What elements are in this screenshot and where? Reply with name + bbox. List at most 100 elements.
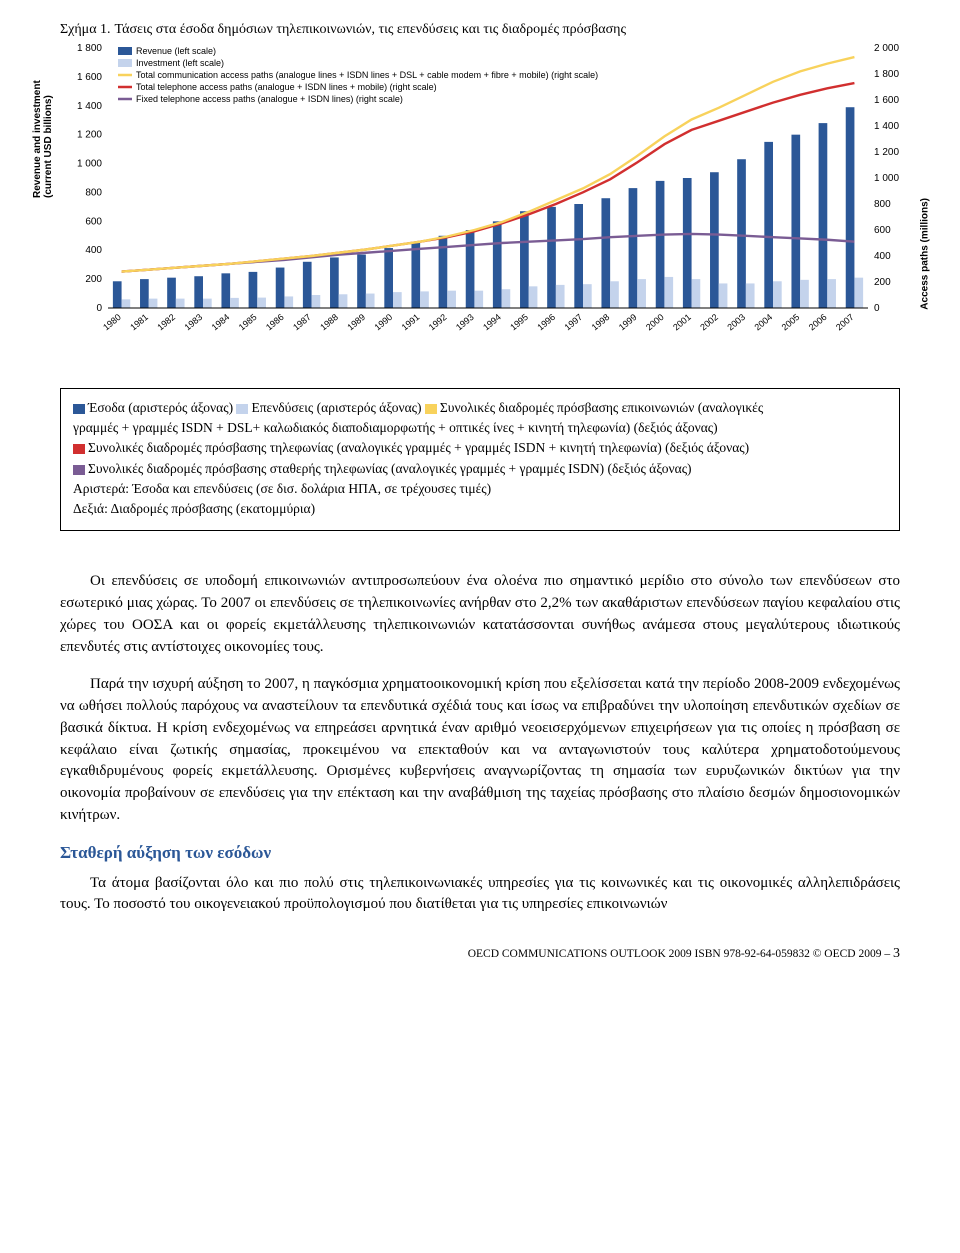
left-tick: 200 — [85, 274, 102, 285]
x-tick: 1985 — [237, 312, 259, 333]
x-tick: 1992 — [427, 312, 449, 333]
bar-revenue — [846, 107, 855, 308]
bar-investment — [773, 281, 782, 308]
right-tick: 1 000 — [874, 173, 899, 184]
x-tick: 2004 — [753, 312, 775, 333]
x-tick: 1988 — [318, 312, 340, 333]
legend-label: Total telephone access paths (analogue +… — [136, 82, 437, 92]
bar-revenue — [493, 221, 502, 308]
chart-container: Revenue and investment(current USD billi… — [60, 38, 900, 358]
x-tick: 1987 — [291, 312, 313, 333]
caption-line-3: Συνολικές διαδρομές πρόσβασης τηλεφωνίας… — [73, 439, 887, 457]
bar-revenue — [411, 243, 420, 308]
right-tick: 1 800 — [874, 69, 899, 80]
x-tick: 2003 — [725, 312, 747, 333]
x-tick: 1997 — [563, 312, 585, 333]
x-tick: 2007 — [834, 312, 856, 333]
swatch-fixedtel — [73, 465, 85, 475]
bar-revenue — [276, 268, 285, 308]
left-tick: 1 600 — [77, 72, 102, 83]
bar-investment — [746, 283, 755, 308]
x-tick: 2006 — [807, 312, 829, 333]
right-tick: 600 — [874, 225, 891, 236]
legend-swatch — [118, 59, 132, 67]
right-tick: 0 — [874, 303, 880, 314]
bar-investment — [854, 278, 863, 308]
page-number: 3 — [893, 946, 900, 961]
paragraph-1: Οι επενδύσεις σε υποδομή επικοινωνιών αν… — [60, 571, 900, 658]
right-tick: 800 — [874, 199, 891, 210]
bar-revenue — [710, 172, 719, 308]
x-tick: 1991 — [400, 312, 422, 333]
swatch-totalcomm — [425, 404, 437, 414]
bar-revenue — [574, 204, 583, 308]
legend-swatch — [118, 47, 132, 55]
bar-investment — [284, 296, 293, 308]
swatch-investment — [236, 404, 248, 414]
left-tick: 0 — [96, 303, 102, 314]
bar-investment — [502, 289, 511, 308]
caption-line-2: γραμμές + γραμμές ISDN + DSL+ καλωδιακός… — [73, 419, 887, 437]
x-tick: 1989 — [345, 312, 367, 333]
bar-investment — [474, 291, 483, 308]
swatch-revenue — [73, 404, 85, 414]
bar-investment — [257, 298, 266, 308]
x-tick: 2005 — [780, 312, 802, 333]
left-tick: 1 400 — [77, 101, 102, 112]
bar-investment — [610, 281, 619, 308]
bar-investment — [420, 291, 429, 308]
x-tick: 1984 — [210, 312, 232, 333]
right-tick: 2 000 — [874, 43, 899, 54]
bar-revenue — [221, 273, 230, 308]
bar-investment — [230, 298, 239, 308]
left-tick: 1 000 — [77, 159, 102, 170]
left-tick: 1 200 — [77, 130, 102, 141]
left-tick: 1 800 — [77, 43, 102, 54]
x-tick: 1983 — [183, 312, 205, 333]
bar-investment — [339, 294, 348, 308]
bar-investment — [203, 299, 212, 308]
bar-revenue — [384, 248, 393, 308]
bar-revenue — [656, 181, 665, 308]
footer-text: OECD COMMUNICATIONS OUTLOOK 2009 ISBN 97… — [468, 948, 890, 960]
right-tick: 1 600 — [874, 95, 899, 106]
bar-revenue — [357, 255, 366, 308]
legend-label: Investment (left scale) — [136, 58, 224, 68]
bar-revenue — [303, 262, 312, 308]
swatch-totaltel — [73, 444, 85, 454]
x-tick: 1998 — [590, 312, 612, 333]
bar-investment — [366, 294, 375, 308]
x-tick: 1980 — [101, 312, 123, 333]
caption-line-5: Αριστερά: Έσοδα και επενδύσεις (σε δισ. … — [73, 480, 887, 498]
x-tick: 1999 — [617, 312, 639, 333]
bar-investment — [149, 299, 158, 308]
bar-revenue — [819, 123, 828, 308]
bar-revenue — [683, 178, 692, 308]
x-tick: 2001 — [671, 312, 693, 333]
x-tick: 1986 — [264, 312, 286, 333]
bar-investment — [529, 286, 538, 308]
bar-revenue — [330, 257, 339, 308]
page-footer: OECD COMMUNICATIONS OUTLOOK 2009 ISBN 97… — [60, 946, 900, 962]
x-tick: 1994 — [481, 312, 503, 333]
caption-line-6: Δεξιά: Διαδρομές πρόσβασης (εκατομμύρια) — [73, 500, 887, 518]
legend-label: Fixed telephone access paths (analogue +… — [136, 94, 403, 104]
chart-heading: Τάσεις στα έσοδα δημόσιων τηλεπικοινωνιώ… — [115, 22, 626, 37]
bar-investment — [122, 299, 131, 308]
x-tick: 1990 — [373, 312, 395, 333]
right-tick: 1 200 — [874, 147, 899, 158]
right-tick: 1 400 — [874, 121, 899, 132]
bar-revenue — [547, 207, 556, 308]
bar-revenue — [466, 230, 475, 308]
paragraph-2: Παρά την ισχυρή αύξηση το 2007, η παγκόσ… — [60, 674, 900, 826]
x-tick: 1995 — [508, 312, 530, 333]
left-tick: 800 — [85, 187, 102, 198]
bar-revenue — [249, 272, 258, 308]
bar-investment — [719, 283, 728, 308]
x-tick: 2000 — [644, 312, 666, 333]
caption-box: Έσοδα (αριστερός άξονας) Επενδύσεις (αρι… — [60, 388, 900, 531]
bar-investment — [692, 279, 701, 308]
legend-label: Total communication access paths (analog… — [136, 70, 598, 80]
bar-investment — [583, 284, 592, 308]
bar-revenue — [520, 211, 529, 308]
